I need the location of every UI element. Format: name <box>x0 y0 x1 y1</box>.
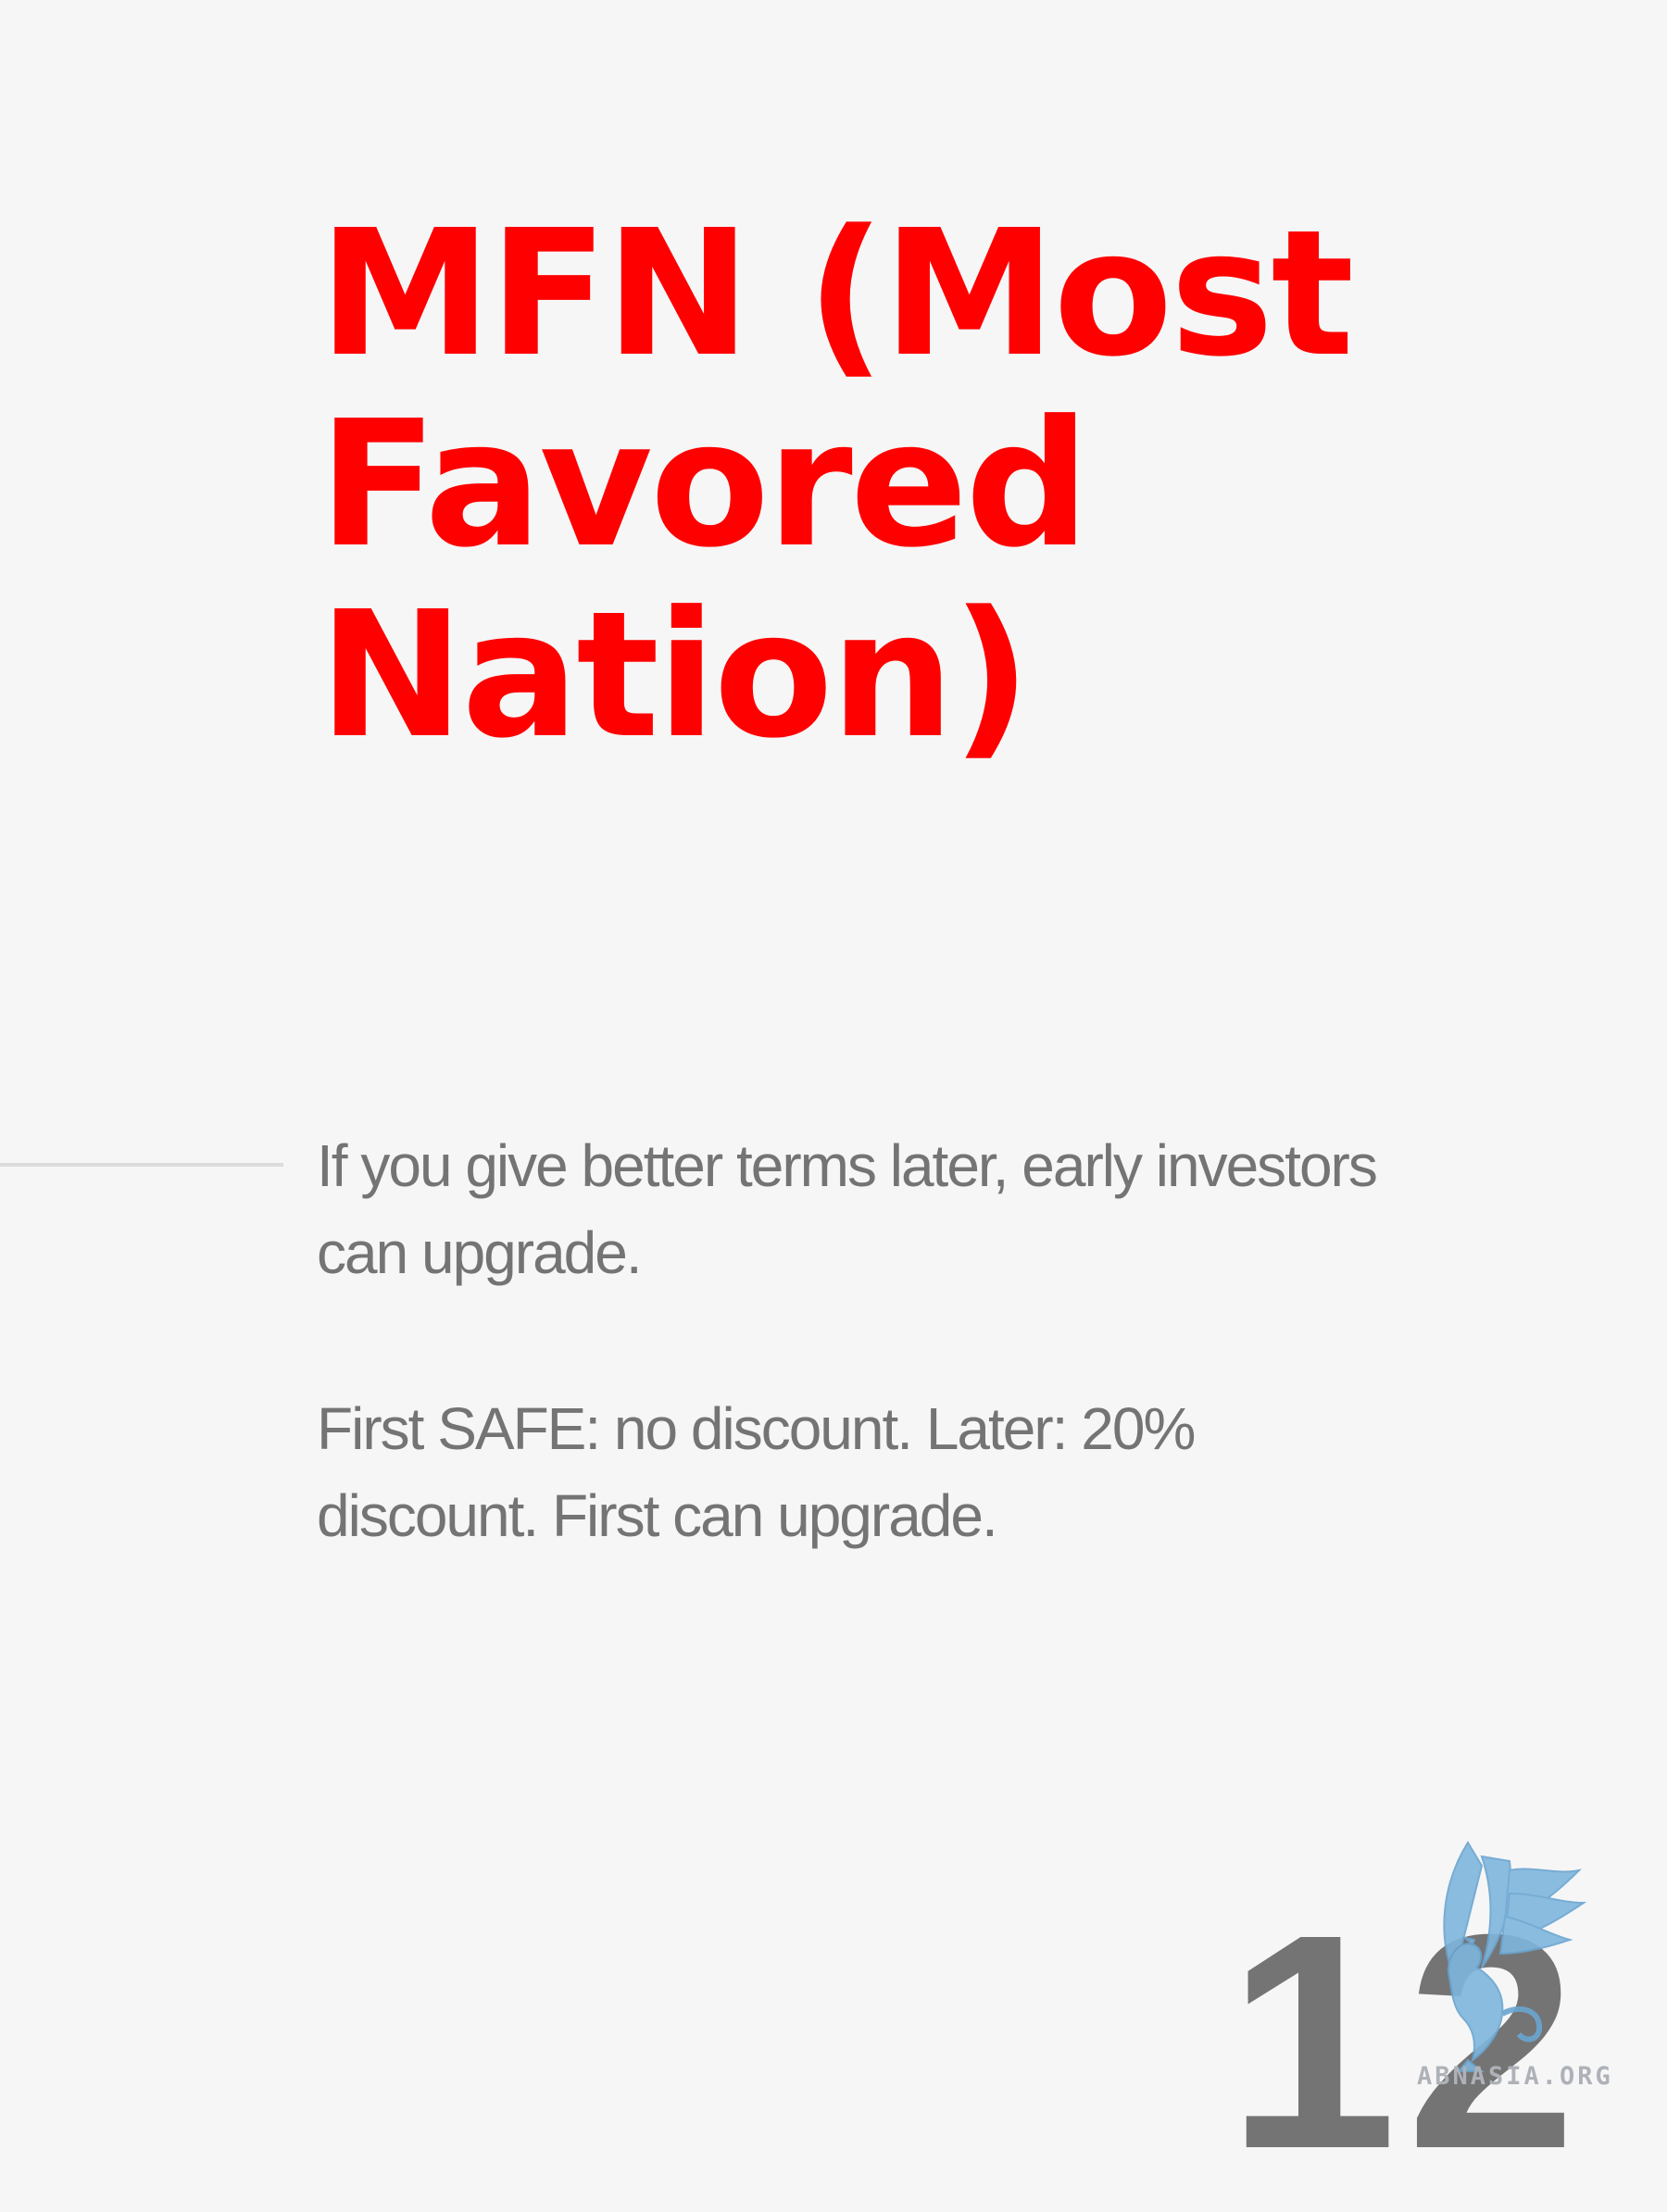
griffin-logo-icon <box>1417 1829 1667 2083</box>
example-line: First SAFE: no discount. Later: 20% <box>317 1385 1521 1472</box>
example-paragraph: First SAFE: no discount. Later: 20% disc… <box>317 1385 1521 1559</box>
slide-title: MFN (Most Favored Nation) <box>319 199 1430 771</box>
divider-line <box>0 1163 283 1167</box>
logo-text: ABNASIA.ORG <box>1417 2063 1667 2091</box>
explanation-line: can upgrade. <box>317 1209 1521 1296</box>
slide-title-line: Favored <box>319 390 1430 581</box>
explanation-line: If you give better terms later, early in… <box>317 1122 1521 1209</box>
example-line: discount. First can upgrade. <box>317 1472 1521 1559</box>
explanation-paragraph: If you give better terms later, early in… <box>317 1122 1521 1296</box>
slide-title-line: Nation) <box>319 581 1430 771</box>
slide-title-line: MFN (Most <box>319 199 1430 390</box>
brand-logo: ABNASIA.ORG <box>1417 1829 1667 2083</box>
